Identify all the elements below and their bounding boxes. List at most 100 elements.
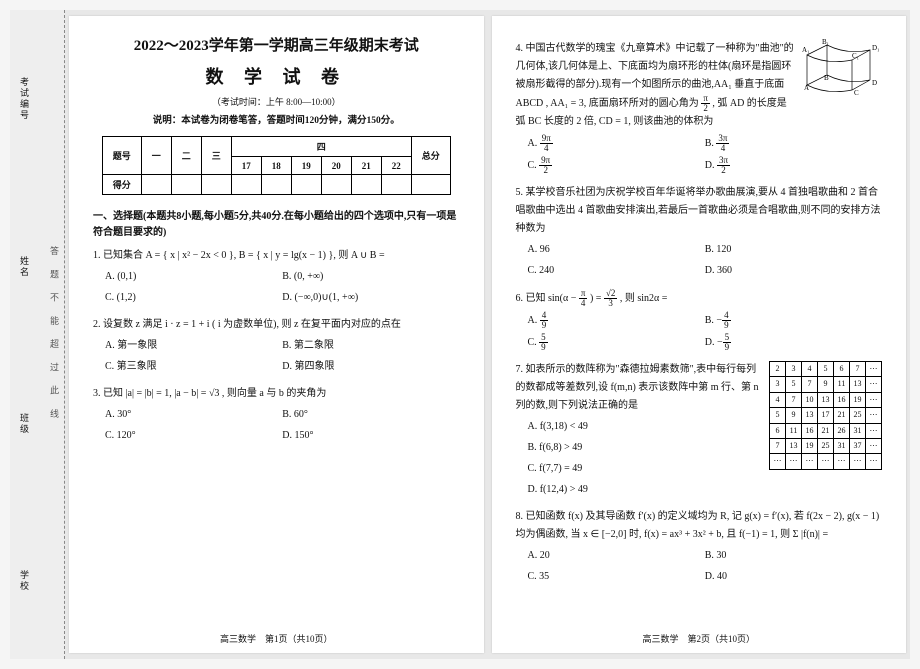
q7-cell: 25	[850, 408, 866, 423]
q7-cell: 17	[818, 408, 834, 423]
q7-cell: ⋯	[866, 438, 882, 453]
q3-opt-c: C. 120°	[105, 427, 282, 445]
question-6: 6. 已知 sin(α − π4 ) = √23 , 则 sin2α = A. …	[516, 289, 883, 355]
q8-opt-c: C. 35	[528, 568, 705, 586]
q2-opt-c: C. 第三象限	[105, 358, 282, 376]
q7-opt-b: B. f(6,8) > 49	[528, 439, 764, 457]
q5-opt-d: D. 360	[705, 262, 882, 280]
q2-opt-a: A. 第一象限	[105, 337, 282, 355]
page-1: 2022～2023学年第一学期高三年级期末考试 数 学 试 卷 （考试时间：上午…	[69, 16, 484, 653]
q7-cell: 10	[802, 392, 818, 407]
q4-opt-c: C. 9π2	[528, 156, 705, 175]
q7-cell: 4	[802, 362, 818, 377]
q4-figure: A B C D A₁ B₁ C₁ D₁	[802, 40, 882, 100]
q7-cell: 9	[786, 408, 802, 423]
q2-opt-b: B. 第二象限	[282, 337, 459, 355]
q8-opt-a: A. 20	[528, 547, 705, 565]
question-3: 3. 已知 |a| = |b| = 1, |a − b| = √3 , 则向量 …	[93, 385, 460, 448]
q7-cell: 3	[770, 377, 786, 392]
q7-cell: 13	[850, 377, 866, 392]
q7-cell: 19	[802, 438, 818, 453]
q8-opt-d: D. 40	[705, 568, 882, 586]
q7-cell: 3	[786, 362, 802, 377]
q7-cell: 19	[850, 392, 866, 407]
q7-cell: ⋯	[850, 454, 866, 469]
binding-label-exam-id: 考试编号	[18, 77, 31, 121]
q1-opt-a: A. (0,1)	[105, 268, 282, 286]
svg-text:B: B	[824, 74, 829, 82]
q7-cell: 4	[770, 392, 786, 407]
q7-cell: 7	[786, 392, 802, 407]
q7-cell: ⋯	[866, 454, 882, 469]
binding-label-name: 姓名	[18, 256, 31, 278]
svg-text:C₁: C₁	[852, 52, 859, 60]
q7-cell: ⋯	[818, 454, 834, 469]
q7-cell: ⋯	[786, 454, 802, 469]
q7-cell: 6	[770, 423, 786, 438]
q7-cell: 2	[770, 362, 786, 377]
svg-text:D: D	[872, 79, 877, 87]
q7-cell: ⋯	[866, 408, 882, 423]
question-8: 8. 已知函数 f(x) 及其导函数 f′(x) 的定义域均为 R, 记 g(x…	[516, 508, 883, 589]
q7-cell: 31	[850, 423, 866, 438]
binding-label-school: 学校	[18, 570, 31, 592]
exam-sheet: 考试编号 姓名 班级 学校 答 题 不 能 超 过 此 线 2022～2023学…	[10, 10, 910, 659]
page-footer-1: 高三数学 第1页（共10页）	[93, 626, 460, 645]
q7-cell: 11	[786, 423, 802, 438]
q7-cell: 25	[818, 438, 834, 453]
q7-cell: ⋯	[866, 377, 882, 392]
q7-cell: 21	[834, 408, 850, 423]
svg-text:A: A	[804, 84, 809, 92]
q7-cell: 5	[770, 408, 786, 423]
fold-line-text: 答 题 不 能 超 过 此 线	[48, 246, 61, 424]
q7-cell: 7	[850, 362, 866, 377]
q1-opt-c: C. (1,2)	[105, 289, 282, 307]
q7-cell: 9	[818, 377, 834, 392]
page-2: A B C D A₁ B₁ C₁ D₁ 4. 中国古代数学的瑰宝《九章算术》中记…	[492, 16, 907, 653]
q5-opt-c: C. 240	[528, 262, 705, 280]
q6-opt-b: B. −49	[705, 311, 882, 330]
q1-opt-d: D. (−∞,0)∪(1, +∞)	[282, 289, 459, 307]
q7-cell: 13	[818, 392, 834, 407]
question-5: 5. 某学校音乐社团为庆祝学校百年华诞将举办歌曲展演,要从 4 首独唱歌曲和 2…	[516, 184, 883, 283]
q7-cell: 7	[802, 377, 818, 392]
q7-cell: ⋯	[834, 454, 850, 469]
q3-opt-d: D. 150°	[282, 427, 459, 445]
q3-opt-b: B. 60°	[282, 406, 459, 424]
q7-opt-c: C. f(7,7) = 49	[528, 460, 764, 478]
q7-cell: ⋯	[770, 454, 786, 469]
question-1: 1. 已知集合 A = { x | x² − 2x < 0 }, B = { x…	[93, 247, 460, 310]
binding-label-class: 班级	[18, 413, 31, 435]
q6-opt-c: C. 59	[528, 333, 705, 352]
svg-text:C: C	[854, 89, 859, 97]
section-a-heading: 一、选择题(本题共8小题,每小题5分,共40分.在每小题给出的四个选项中,只有一…	[93, 209, 460, 241]
q4-opt-b: B. 3π4	[705, 134, 882, 153]
q7-cell: 5	[786, 377, 802, 392]
q7-cell: 21	[818, 423, 834, 438]
q4-opt-d: D. 3π2	[705, 156, 882, 175]
q3-opt-a: A. 30°	[105, 406, 282, 424]
q6-opt-a: A. 49	[528, 311, 705, 330]
q5-opt-a: A. 96	[528, 241, 705, 259]
q7-matrix: 234567⋯35791113⋯4710131619⋯5913172125⋯61…	[769, 361, 882, 470]
q4-opt-a: A. 9π4	[528, 134, 705, 153]
title-main: 2022～2023学年第一学期高三年级期末考试	[93, 34, 460, 55]
q7-cell: 26	[834, 423, 850, 438]
q7-cell: 5	[818, 362, 834, 377]
q7-opt-d: D. f(12,4) > 49	[528, 481, 764, 499]
svg-text:A₁: A₁	[802, 46, 810, 54]
q7-cell: ⋯	[866, 392, 882, 407]
q7-cell: 13	[786, 438, 802, 453]
score-th-label: 题号	[102, 137, 141, 175]
q8-opt-b: B. 30	[705, 547, 882, 565]
exam-time: （考试时间：上午 8:00—10:00）	[93, 95, 460, 108]
q7-cell: 6	[834, 362, 850, 377]
question-7: 234567⋯35791113⋯4710131619⋯5913172125⋯61…	[516, 361, 883, 502]
q5-opt-b: B. 120	[705, 241, 882, 259]
q7-cell: 37	[850, 438, 866, 453]
svg-text:D₁: D₁	[872, 44, 880, 52]
q7-cell: 16	[834, 392, 850, 407]
q1-opt-b: B. (0, +∞)	[282, 268, 459, 286]
svg-text:B₁: B₁	[822, 38, 829, 46]
question-2: 2. 设复数 z 满足 i · z = 1 + i ( i 为虚数单位), 则 …	[93, 316, 460, 379]
